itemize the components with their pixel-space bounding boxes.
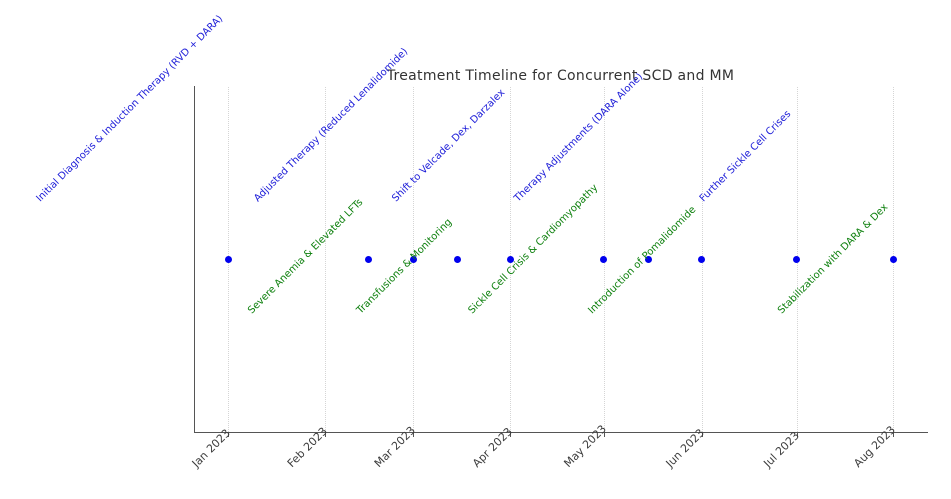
plot-area (194, 86, 928, 433)
x-tick (604, 432, 605, 437)
event-marker (507, 256, 514, 263)
x-tick-label: Jan 2023 (189, 426, 234, 470)
gridline (325, 87, 326, 432)
x-tick (702, 432, 703, 437)
x-tick-label: Jul 2023 (761, 429, 803, 470)
x-tick (797, 432, 798, 437)
x-tick (325, 432, 326, 437)
chart-title: Treatment Timeline for Concurrent SCD an… (386, 68, 735, 84)
event-marker (793, 256, 800, 263)
event-marker (365, 256, 372, 263)
x-tick (893, 432, 894, 437)
event-marker (698, 256, 705, 263)
event-marker (225, 256, 232, 263)
event-marker (890, 256, 897, 263)
event-marker (600, 256, 607, 263)
event-marker (454, 256, 461, 263)
x-tick (413, 432, 414, 437)
event-marker (410, 256, 417, 263)
x-tick (510, 432, 511, 437)
event-marker (645, 256, 652, 263)
x-tick (228, 432, 229, 437)
